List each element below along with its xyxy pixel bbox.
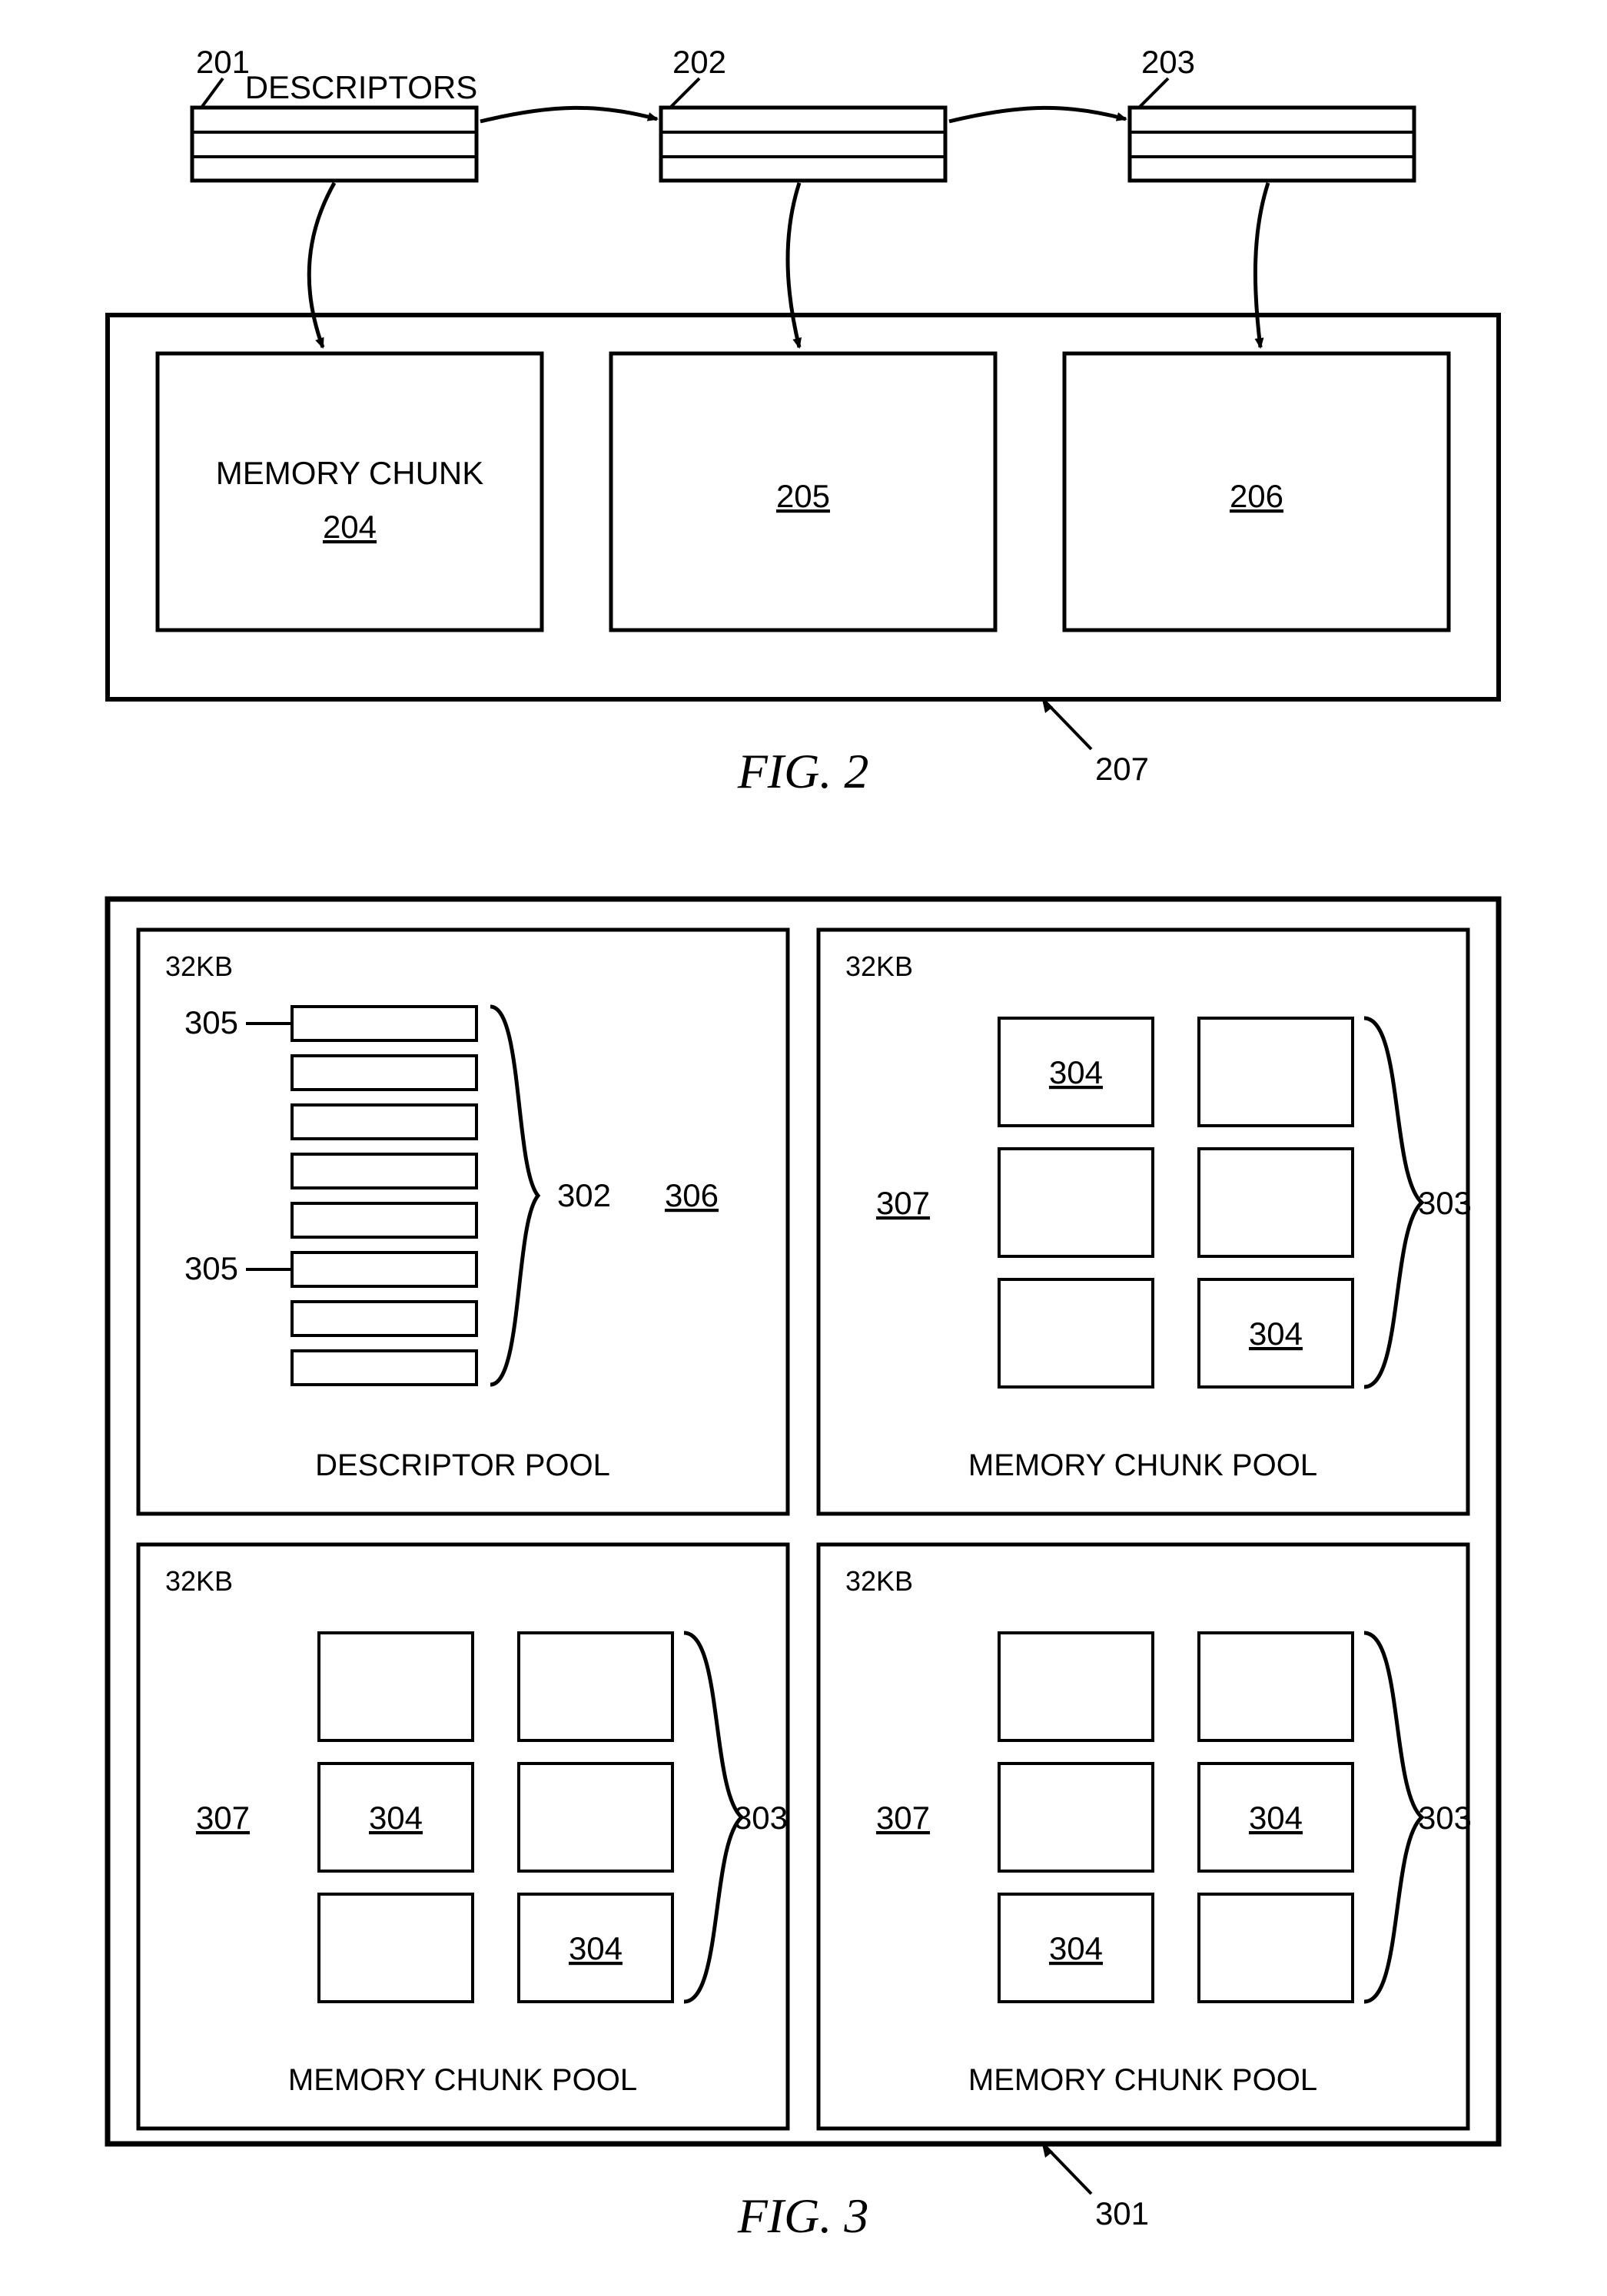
ref-303-bl: 303 [734, 1800, 788, 1836]
ref-304-br-a: 304 [1249, 1800, 1303, 1836]
descriptors-label: DESCRIPTORS [245, 69, 478, 105]
descriptor-pool-label: DESCRIPTOR POOL [315, 1448, 610, 1482]
ref-306: 306 [665, 1177, 719, 1213]
size-label-q1: 32KB [165, 951, 233, 982]
ref-303-br: 303 [1418, 1800, 1472, 1836]
ref-203: 203 [1141, 44, 1195, 80]
size-label-q2: 32KB [845, 951, 913, 982]
ref-201: 201 [196, 44, 250, 80]
descriptor-box-3 [1130, 108, 1414, 181]
descriptor-box-1 [192, 108, 476, 181]
ref-304-tr-b: 304 [1249, 1316, 1303, 1352]
fig2-svg: 201 202 203 DESCRIPTORS MEMORY CHUNK 204… [31, 31, 1576, 838]
fig3-svg: 32KB 305 305 302 306 DESCRIPTOR POOL 32K… [31, 884, 1576, 2251]
ref-307-br: 307 [876, 1800, 930, 1836]
ref-302: 302 [557, 1177, 611, 1213]
memory-pool-label-tr: MEMORY CHUNK POOL [968, 1448, 1317, 1482]
descriptor-rows [292, 1007, 476, 1385]
memory-pool-label-bl: MEMORY CHUNK POOL [288, 2063, 637, 2097]
ref-304-br-b: 304 [1049, 1930, 1103, 1966]
ref-206: 206 [1230, 478, 1283, 514]
memory-pool-label-br: MEMORY CHUNK POOL [968, 2063, 1317, 2097]
ref-303-tr: 303 [1418, 1185, 1472, 1221]
ref-207: 207 [1095, 751, 1149, 787]
fig3-outer-box [108, 899, 1499, 2144]
ref-307-bl: 307 [196, 1800, 250, 1836]
descriptor-box-2 [661, 108, 945, 181]
size-label-q3: 32KB [165, 1565, 233, 1597]
ref-304-bl-b: 304 [569, 1930, 623, 1966]
fig3-caption: FIG. 3 [737, 2188, 869, 2243]
ref-304-bl-a: 304 [369, 1800, 423, 1836]
quad-descriptor-pool: 32KB 305 305 302 306 DESCRIPTOR POOL [138, 930, 788, 1514]
quad-memory-pool-tr: 32KB 304 304 307 303 MEMORY CHUNK POOL [818, 930, 1472, 1514]
ref-205: 205 [776, 478, 830, 514]
ref-305-a: 305 [184, 1004, 238, 1040]
memory-chunk-1 [158, 353, 542, 630]
ref-301: 301 [1095, 2195, 1149, 2231]
fig2-caption: FIG. 2 [737, 744, 869, 798]
ref-304-tr-a: 304 [1049, 1054, 1103, 1090]
ref-307-tr: 307 [876, 1185, 930, 1221]
quad-memory-pool-br: 32KB 304 304 307 303 MEMORY CHUNK POOL [818, 1544, 1472, 2128]
ref-204: 204 [323, 509, 377, 545]
quad-memory-pool-bl: 32KB 304 304 307 303 MEMORY CHUNK POOL [138, 1544, 788, 2128]
size-label-q4: 32KB [845, 1565, 913, 1597]
ref-305-b: 305 [184, 1250, 238, 1286]
ref-202: 202 [672, 44, 726, 80]
memory-chunk-label: MEMORY CHUNK [216, 455, 484, 491]
